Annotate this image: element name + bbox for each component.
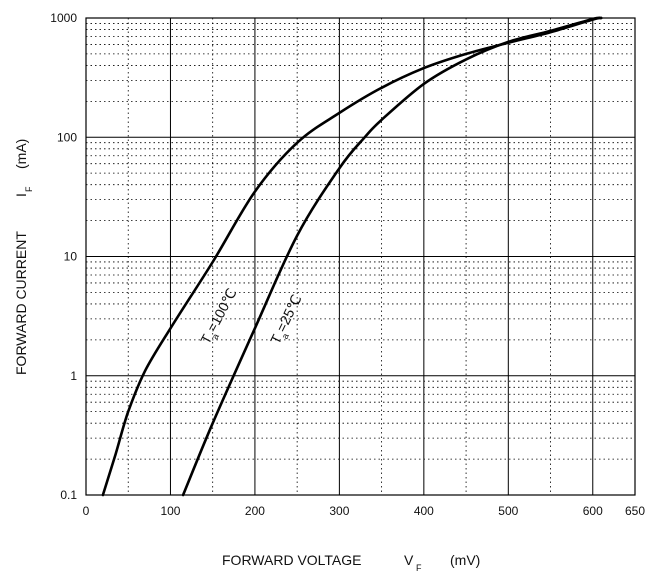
x-axis-label: FORWARD VOLTAGE — [222, 552, 362, 568]
plot-frame — [85, 17, 636, 496]
y-axis-title: FORWARD CURRENT I F (mA) — [13, 139, 34, 375]
x-tick-label: 600 — [583, 504, 603, 518]
x-tick-label: 500 — [498, 504, 518, 518]
y-tick-label: 100 — [57, 130, 77, 144]
y-tick-label: 1000 — [50, 11, 77, 25]
curve-label-text: Ta=25℃ — [267, 292, 308, 348]
x-tick-labels: 0 100 200 300 400 500 600 650 — [83, 504, 646, 518]
x-axis-symbol: V — [404, 552, 414, 568]
x-axis-title: FORWARD VOLTAGE V F (mV) — [222, 552, 480, 573]
x-tick-label: 200 — [245, 504, 265, 518]
curve-ta-100c — [101, 16, 603, 497]
curve-label-ta-100c: Ta=100℃ — [197, 285, 243, 348]
minor-grid — [86, 18, 636, 495]
x-tick-label: 0 — [83, 504, 90, 518]
x-axis-unit: (mV) — [450, 552, 480, 568]
x-tick-label: 400 — [414, 504, 434, 518]
curve-label-ta-25c: Ta=25℃ — [267, 292, 308, 348]
x-tick-label: 100 — [160, 504, 180, 518]
y-tick-label: 10 — [64, 250, 78, 264]
y-tick-label: 1 — [70, 369, 77, 383]
x-tick-label: 300 — [329, 504, 349, 518]
y-axis-symbol: I — [13, 193, 29, 197]
curve-ta-25c — [181, 16, 603, 497]
y-axis-unit: (mA) — [13, 139, 29, 169]
curves — [101, 16, 603, 497]
y-tick-labels: 0.1 1 10 100 1000 — [50, 11, 77, 502]
x-tick-label: 650 — [625, 504, 645, 518]
y-axis-symbol-subscript: F — [24, 186, 34, 192]
curve-labels: Ta=100℃ Ta=25℃ — [197, 285, 308, 348]
x-axis-symbol-subscript: F — [416, 563, 422, 573]
y-tick-label: 0.1 — [60, 488, 77, 502]
y-axis-label: FORWARD CURRENT — [13, 231, 29, 375]
curve-label-text: Ta=100℃ — [197, 285, 243, 348]
